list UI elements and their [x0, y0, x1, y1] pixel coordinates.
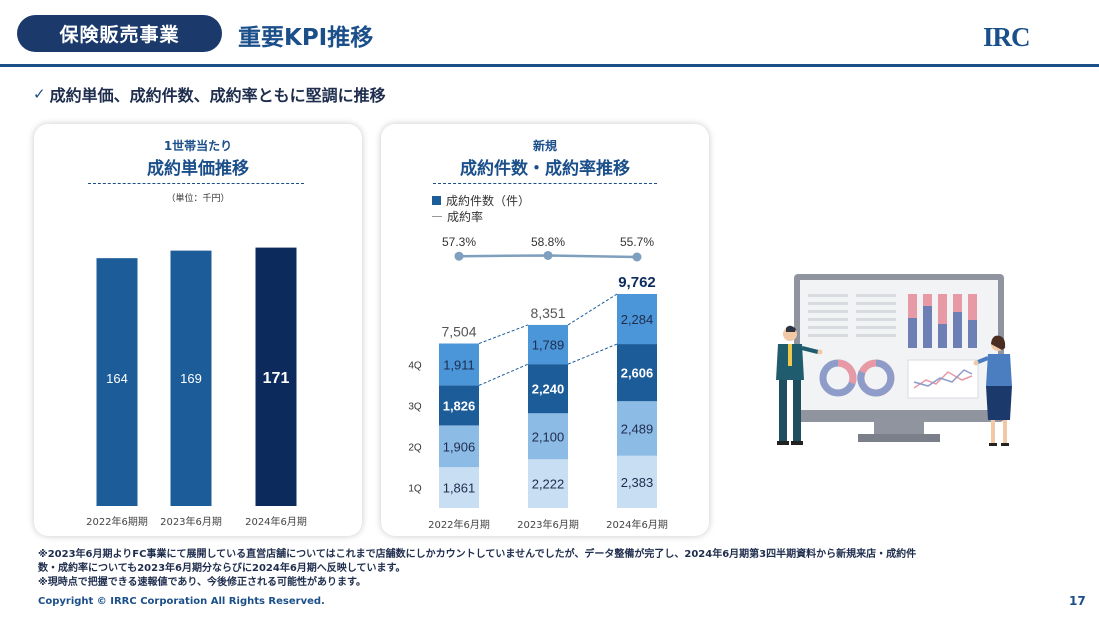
total-connector — [478, 324, 529, 344]
header-divider — [0, 64, 1099, 67]
quarter-label: 4Q — [408, 360, 422, 371]
footnote-line: ※現時点で把握できる速報値であり、今後修正される可能性があります。 — [38, 577, 367, 588]
stack-segment-1q — [439, 467, 479, 508]
rate-label: 57.3% — [442, 235, 476, 249]
unit-note: （単位：千円） — [166, 194, 230, 204]
total-label: 8,351 — [530, 305, 565, 321]
footnote-line: ※2023年6月期よりFC事業にて展開している直営店舗についてはこれまで店舗数に… — [38, 549, 917, 560]
category-label: 2024年6月期 — [606, 518, 668, 531]
stack-segment-2q — [617, 401, 657, 456]
woman-figure — [973, 335, 1012, 446]
legend-contracts: 成約件数（件） — [432, 192, 530, 209]
price-bar — [96, 258, 138, 506]
contracts-supertitle: 新規 — [532, 139, 557, 153]
total-label: 7,504 — [441, 323, 476, 339]
legend-swatch — [432, 196, 441, 205]
contracts-chart: 1,861 1,906 1,826 1,911 7,504 2022年6月期 2,222 2,… — [408, 235, 668, 531]
price-bar — [255, 247, 297, 506]
segment-value: 1,911 — [443, 357, 475, 372]
category-label: 2022年6期期 — [86, 515, 148, 528]
stack-segment-2q — [439, 425, 479, 468]
unit-price-chart: 164 2022年6期期 169 2023年6月期 171 2024年6月期 — [86, 247, 307, 528]
stack-segment-4q — [528, 324, 568, 365]
segment-value: 2,489 — [621, 421, 654, 436]
monitor-neck — [874, 422, 924, 436]
legend-label: 成約件数（件） — [446, 194, 531, 208]
company-logo: IRC — [983, 22, 1031, 52]
segment-value: 2,100 — [532, 429, 565, 444]
contracts-title: 成約件数・成約率推移 — [460, 159, 630, 179]
segment-value: 1,906 — [443, 439, 476, 454]
unit-price-title: 成約単価推移 — [147, 159, 249, 179]
total-label: 9,762 — [618, 274, 656, 291]
segment-value: 2,222 — [532, 477, 565, 492]
segment-value: 2,383 — [621, 475, 654, 490]
unit-price-supertitle: 1世帯当たり — [163, 139, 233, 153]
presentation-illustration — [776, 274, 1012, 446]
rate-point — [543, 250, 553, 260]
unit-price-card: 1世帯当たり 成約単価推移 （単位：千円） 164 2022年6期期 169 2023… — [34, 124, 362, 536]
stack-segment-1q — [617, 455, 657, 508]
title-rule — [88, 183, 304, 184]
q3-connector — [478, 363, 529, 386]
legend-label: 成約率 — [447, 210, 484, 224]
rate-point — [632, 252, 642, 262]
page-number: 17 — [1069, 594, 1086, 608]
screen-donut-charts — [819, 359, 895, 397]
rate-label: 55.7% — [620, 235, 654, 249]
price-label: 171 — [263, 370, 290, 387]
screen-bar-chart — [908, 294, 977, 348]
contracts-card: 新規 成約件数・成約率推移 成約件数（件） 成約率 1,861 1,906 1,82… — [381, 124, 709, 536]
segment-value: 2,240 — [532, 382, 565, 397]
stack-segment-3q — [439, 385, 479, 426]
segment-value: 1,826 — [443, 398, 476, 413]
segment-value: 1,861 — [443, 481, 476, 496]
stack-segment-3q — [617, 344, 657, 402]
stack-segment-4q — [439, 343, 479, 386]
screen-text-lines — [808, 294, 896, 337]
price-bar — [170, 250, 212, 506]
man-figure — [776, 325, 823, 445]
total-connector — [567, 293, 618, 326]
copyright: Copyright © IRRC Corporation All Rights … — [38, 596, 325, 607]
q3-connector — [567, 343, 618, 365]
stack-segment-3q — [528, 364, 568, 414]
rate-label: 58.8% — [531, 235, 565, 249]
quarter-label: 3Q — [408, 401, 422, 412]
quarter-label: 1Q — [408, 484, 422, 495]
quarter-label: 2Q — [408, 442, 422, 453]
footnotes: ※2023年6月期よりFC事業にて展開している直営店舗についてはこれまで店舗数に… — [38, 548, 1078, 590]
screen-line-2 — [913, 369, 973, 387]
rate-point — [454, 251, 464, 261]
category-label: 2022年6月期 — [428, 518, 490, 531]
page-title: 重要KPI推移 — [238, 25, 374, 51]
stack-segment-2q — [528, 413, 568, 460]
price-label: 164 — [106, 371, 128, 386]
segment-value: 2,606 — [621, 366, 654, 381]
monitor-base — [858, 434, 940, 442]
subtitle-text: 成約単価、成約件数、成約率ともに堅調に推移 — [49, 86, 386, 105]
price-label: 169 — [180, 371, 202, 386]
legend-line — [432, 216, 442, 217]
stack-segment-1q — [528, 459, 568, 508]
title-rule — [433, 183, 657, 184]
stack-segment-4q — [617, 294, 657, 345]
section-badge: 保険販売事業 — [17, 15, 222, 52]
category-label: 2023年6月期 — [160, 515, 222, 528]
segment-value: 1,789 — [532, 338, 565, 353]
page-subtitle: ✓ 成約単価、成約件数、成約率ともに堅調に推移 — [33, 82, 386, 106]
category-label: 2024年6月期 — [245, 515, 307, 528]
segment-value: 2,284 — [621, 312, 654, 327]
footnote-line: 数・成約率についても2023年6月期分ならびに2024年6月期へ反映しています。 — [38, 563, 406, 574]
category-label: 2023年6月期 — [517, 518, 579, 531]
legend-rate: 成約率 — [432, 208, 483, 225]
check-icon: ✓ — [33, 85, 46, 103]
